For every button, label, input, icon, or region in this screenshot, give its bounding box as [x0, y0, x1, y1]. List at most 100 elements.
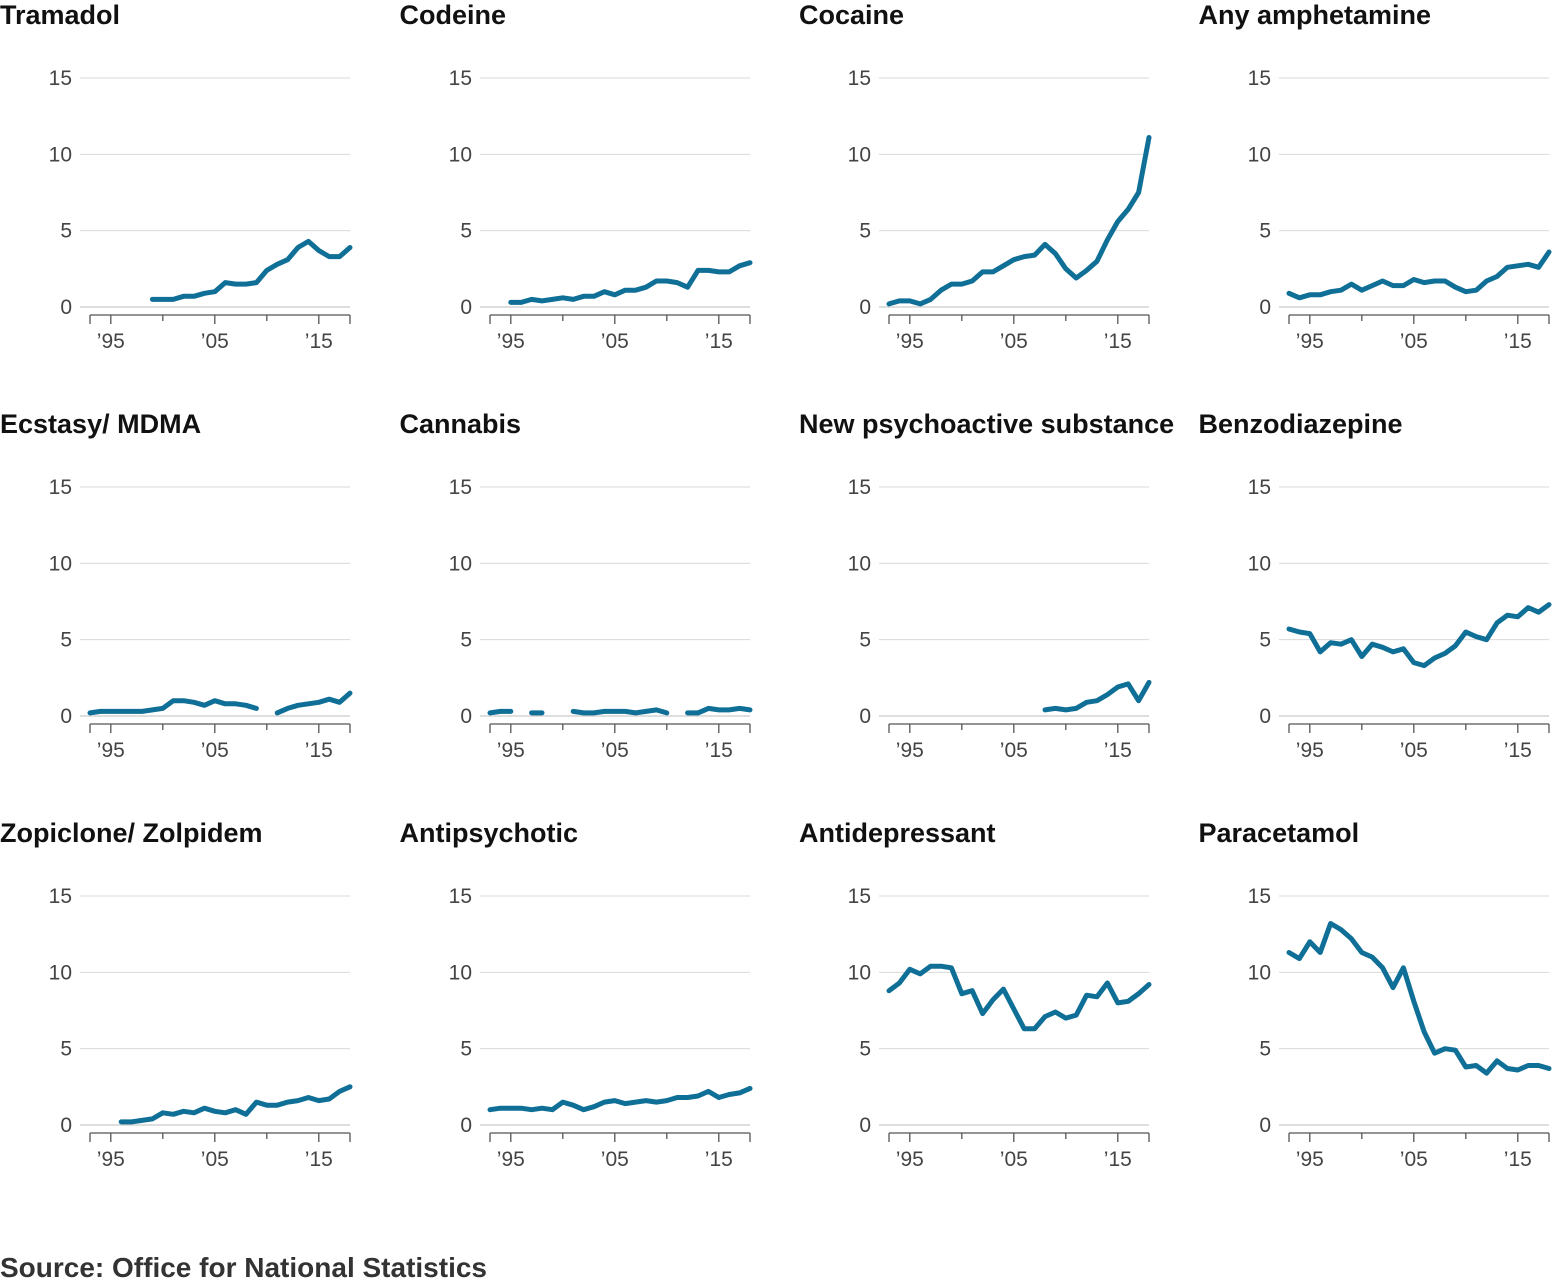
x-tick-label: ’05 — [201, 739, 229, 762]
chart-svg: 0 5 10 15 ’95 ’05 ’15 — [1247, 885, 1551, 1171]
series-line-segment-0 — [886, 135, 1152, 307]
x-tick-label: ’05 — [201, 330, 229, 353]
x-tick-label: ’15 — [704, 739, 732, 762]
y-tick-label: 5 — [460, 220, 472, 243]
x-tick-label: ’95 — [1295, 1148, 1323, 1171]
chart-title: Cannabis — [399, 409, 522, 439]
series-line-segment-0 — [1286, 921, 1551, 1076]
series-line-segment-3 — [684, 705, 752, 716]
y-tick-label: 5 — [1259, 629, 1271, 652]
y-tick-label: 10 — [848, 143, 871, 166]
x-tick-label: ’15 — [305, 330, 333, 353]
chart-title: New psychoactive substance — [799, 409, 1175, 439]
x-tick-label: ’15 — [1503, 1148, 1531, 1171]
x-tick-label: ’05 — [600, 739, 628, 762]
chart-title: Antidepressant — [799, 818, 996, 848]
chart-title: Benzodiazepine — [1198, 409, 1403, 439]
y-tick-label: 5 — [859, 629, 871, 652]
small-multiples-grid: Tramadol 0 5 10 15 ’95 ’05 ’15 Codeine 0 5 10 15 ’95 ’… — [0, 0, 1552, 1227]
chart-title: Ecstasy/ MDMA — [0, 409, 202, 439]
series-line-segment-0 — [886, 963, 1152, 1032]
x-tick-label: ’95 — [1295, 739, 1323, 762]
x-tick-label: ’95 — [496, 739, 524, 762]
chart-panel-cannabis: Cannabis 0 5 10 15 ’95 ’05 ’15 — [400, 409, 800, 818]
y-tick-label: 15 — [448, 67, 471, 90]
series-line-segment-0 — [149, 238, 353, 302]
x-tick-label: ’05 — [1000, 739, 1028, 762]
chart-svg: 0 5 10 15 ’95 ’05 ’15 — [49, 476, 353, 762]
series-line-segment-0 — [487, 708, 513, 716]
chart-svg: 0 5 10 15 ’95 ’05 ’15 — [848, 885, 1152, 1171]
chart-svg: 0 5 10 15 ’95 ’05 ’15 — [49, 885, 353, 1171]
y-tick-label: 5 — [1259, 220, 1271, 243]
y-tick-label: 0 — [859, 705, 871, 728]
x-tick-label: ’05 — [600, 330, 628, 353]
y-tick-label: 5 — [460, 629, 472, 652]
x-tick-label: ’15 — [1503, 330, 1531, 353]
chart-title: Tramadol — [0, 0, 121, 30]
chart-svg: 0 5 10 15 ’95 ’05 ’15 — [1247, 67, 1551, 353]
y-tick-label: 0 — [60, 296, 72, 319]
x-tick-label: ’05 — [1000, 1148, 1028, 1171]
chart-panel-tramadol: Tramadol 0 5 10 15 ’95 ’05 ’15 — [0, 0, 400, 409]
x-tick-label: ’95 — [496, 330, 524, 353]
y-tick-label: 15 — [448, 476, 471, 499]
x-tick-label: ’15 — [1104, 739, 1132, 762]
y-tick-label: 15 — [1247, 885, 1270, 908]
y-tick-label: 15 — [848, 476, 871, 499]
chart-panel-cocaine: Cocaine 0 5 10 15 ’95 ’05 ’15 — [799, 0, 1199, 409]
y-tick-label: 10 — [448, 961, 471, 984]
x-tick-label: ’15 — [704, 1148, 732, 1171]
x-tick-label: ’95 — [97, 739, 125, 762]
y-tick-label: 15 — [448, 885, 471, 908]
chart-panel-codeine: Codeine 0 5 10 15 ’95 ’05 ’15 — [400, 0, 800, 409]
y-tick-label: 0 — [1259, 705, 1271, 728]
x-tick-label: ’95 — [97, 1148, 125, 1171]
y-tick-label: 0 — [60, 1114, 72, 1137]
y-tick-label: 0 — [859, 296, 871, 319]
y-tick-label: 10 — [49, 961, 72, 984]
chart-panel-zopiclone-zolpidem: Zopiclone/ Zolpidem 0 5 10 15 ’95 ’05 ’15 — [0, 818, 400, 1227]
y-tick-label: 0 — [60, 705, 72, 728]
y-tick-label: 5 — [60, 629, 72, 652]
chart-panel-new-psychoactive-substance: New psychoactive substance 0 5 10 15 ’95 ’05 ’1… — [799, 409, 1199, 818]
series-line-segment-0 — [87, 698, 259, 716]
series-line-segment-2 — [570, 707, 669, 716]
chart-panel-antipsychotic: Antipsychotic 0 5 10 15 ’95 ’05 ’15 — [400, 818, 800, 1227]
y-tick-label: 5 — [60, 1038, 72, 1061]
y-tick-label: 15 — [848, 885, 871, 908]
chart-svg: 0 5 10 15 ’95 ’05 ’15 — [848, 67, 1152, 353]
series-line-segment-1 — [274, 690, 353, 716]
chart-svg: 0 5 10 15 ’95 ’05 ’15 — [448, 67, 752, 353]
series-line-segment-0 — [1286, 602, 1551, 669]
chart-title: Cocaine — [799, 0, 905, 30]
x-tick-label: ’15 — [305, 1148, 333, 1171]
y-tick-label: 10 — [49, 143, 72, 166]
x-tick-label: ’05 — [201, 1148, 229, 1171]
y-tick-label: 5 — [1259, 1038, 1271, 1061]
chart-panel-paracetamol: Paracetamol 0 5 10 15 ’95 ’05 ’15 — [1199, 818, 1552, 1227]
y-tick-label: 5 — [460, 1038, 472, 1061]
chart-title: Paracetamol — [1198, 818, 1360, 848]
y-tick-label: 5 — [60, 220, 72, 243]
y-tick-label: 0 — [1259, 1114, 1271, 1137]
y-tick-label: 10 — [1247, 961, 1270, 984]
y-tick-label: 15 — [49, 476, 72, 499]
source-note: Source: Office for National Statistics — [0, 1252, 487, 1283]
x-tick-label: ’95 — [896, 1148, 924, 1171]
series-line-segment-0 — [1286, 249, 1551, 301]
y-tick-label: 10 — [1247, 552, 1270, 575]
x-tick-label: ’05 — [600, 1148, 628, 1171]
chart-title: Antipsychotic — [399, 818, 579, 848]
series-line-segment-0 — [1042, 679, 1152, 713]
chart-svg: 0 5 10 15 ’95 ’05 ’15 — [1247, 476, 1551, 762]
y-tick-label: 15 — [1247, 476, 1270, 499]
x-tick-label: ’15 — [1104, 1148, 1132, 1171]
y-tick-label: 5 — [859, 220, 871, 243]
y-tick-label: 0 — [460, 1114, 472, 1137]
y-tick-label: 0 — [460, 296, 472, 319]
series-line-segment-0 — [507, 260, 752, 305]
y-tick-label: 10 — [848, 552, 871, 575]
x-tick-label: ’05 — [1399, 1148, 1427, 1171]
series-line-segment-0 — [487, 1085, 752, 1113]
